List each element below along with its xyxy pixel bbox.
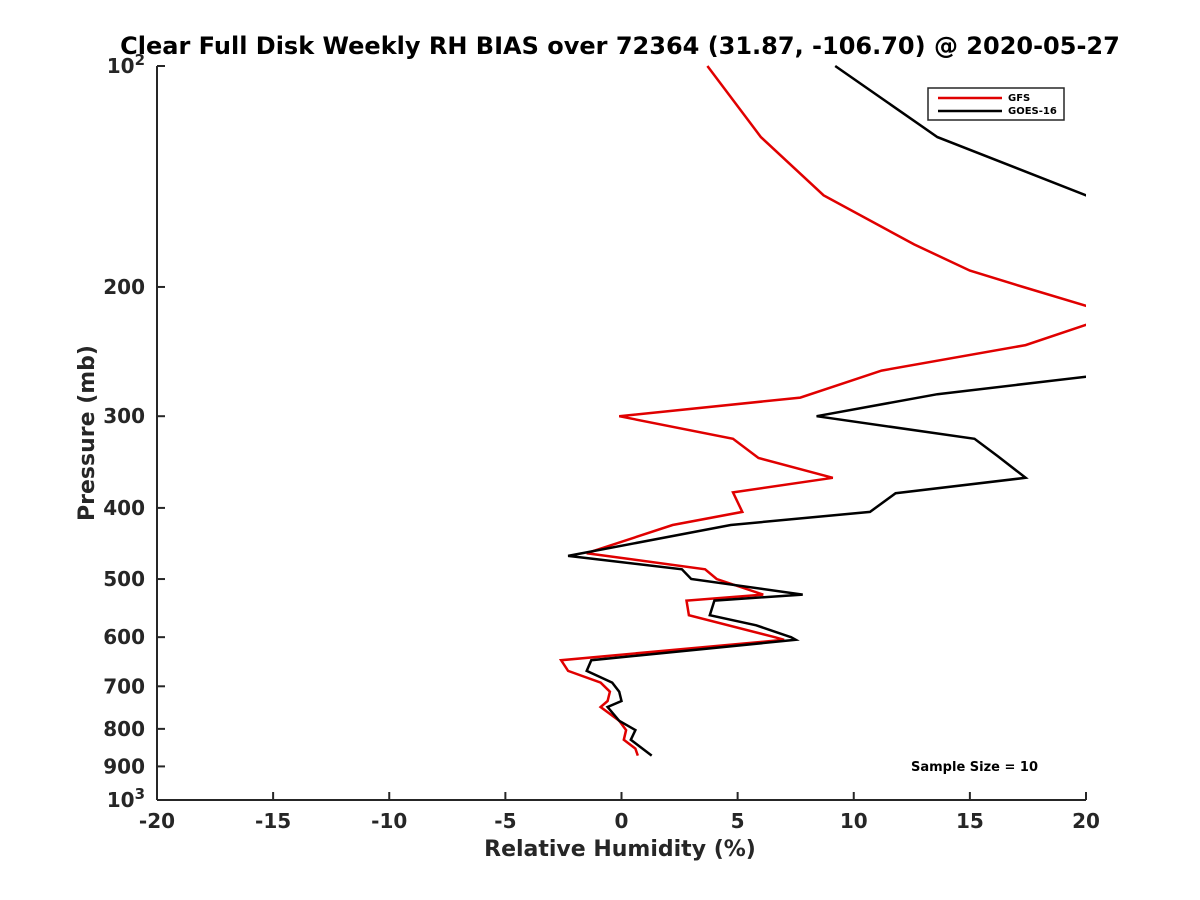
x-tick-label: -5	[494, 809, 516, 833]
x-ticks: -20 -15 -10 -5 0 5 10 15 20	[139, 792, 1100, 833]
legend: GFS GOES-16	[927, 87, 1065, 121]
x-tick-label: 15	[956, 809, 984, 833]
legend-label-gfs: GFS	[1008, 93, 1030, 104]
y-tick-label: 800	[103, 717, 145, 741]
y-tick-label: 400	[103, 496, 145, 520]
x-axis-label: Relative Humidity (%)	[484, 837, 756, 862]
chart-title: Clear Full Disk Weekly RH BIAS over 7236…	[120, 32, 1120, 60]
y-tick-label: 900	[103, 754, 145, 778]
legend-box	[927, 87, 1065, 121]
y-tick-label: 600	[103, 625, 145, 649]
y-tick-label: 102	[107, 51, 145, 78]
y-ticks: 102 200 300 400 500 600 700 800 900 103	[103, 51, 165, 812]
series-line-goes16	[567, 64, 1086, 757]
x-tick-label: -15	[255, 809, 291, 833]
x-tick-label: 0	[615, 809, 629, 833]
sample-size-annotation: Sample Size = 10	[911, 760, 1038, 775]
y-axis-label: Pressure (mb)	[75, 345, 100, 521]
x-tick-label: -20	[139, 809, 175, 833]
x-tick-label: -10	[371, 809, 407, 833]
x-tick-label: 5	[731, 809, 745, 833]
y-tick-label: 103	[107, 785, 145, 812]
axes: -20 -15 -10 -5 0 5 10 15 20 102 200 300 400 500 600 70…	[103, 51, 1100, 833]
legend-label-goes16: GOES-16	[1008, 106, 1057, 117]
y-tick-label: 300	[103, 404, 145, 428]
series-layer	[558, 64, 1086, 757]
y-tick-label: 700	[103, 674, 145, 698]
y-tick-label: 500	[103, 567, 145, 591]
x-tick-label: 20	[1072, 809, 1100, 833]
y-tick-label: 200	[103, 275, 145, 299]
plot-area	[558, 64, 1086, 757]
x-tick-label: 10	[840, 809, 868, 833]
